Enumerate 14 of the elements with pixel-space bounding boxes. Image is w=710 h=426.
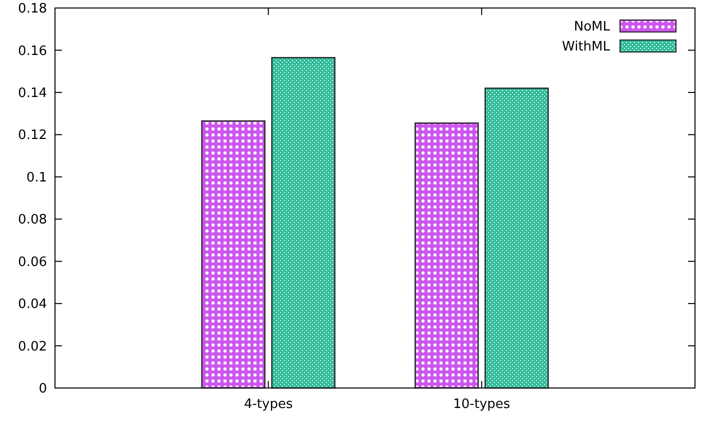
y-tick-label: 0.02 xyxy=(18,339,47,354)
y-tick-label: 0.1 xyxy=(26,170,47,186)
y-tick-label: 0.14 xyxy=(18,86,47,101)
y-tick-label: 0.12 xyxy=(18,128,47,144)
legend-label: NoML xyxy=(574,20,611,35)
y-tick-label: 0.08 xyxy=(18,212,47,228)
y-tick-label: 0 xyxy=(38,382,47,397)
x-tick-label: 4-types xyxy=(244,397,293,412)
y-tick-label: 0.06 xyxy=(18,254,47,270)
y-tick-label: 0.04 xyxy=(18,297,47,312)
x-tick-label: 10-types xyxy=(453,397,510,412)
legend-label: WithML xyxy=(562,40,611,55)
y-tick-label: 0.18 xyxy=(18,2,47,17)
y-tick-label: 0.16 xyxy=(18,44,47,59)
